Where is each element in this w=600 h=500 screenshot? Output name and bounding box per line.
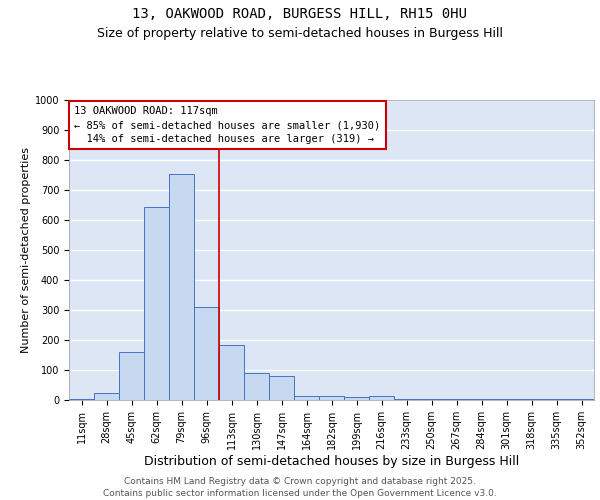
Bar: [194, 307, 219, 400]
Bar: [144, 206, 169, 400]
X-axis label: Distribution of semi-detached houses by size in Burgess Hill: Distribution of semi-detached houses by …: [144, 454, 519, 468]
Text: Contains HM Land Registry data © Crown copyright and database right 2025.
Contai: Contains HM Land Registry data © Crown c…: [103, 476, 497, 498]
Text: Size of property relative to semi-detached houses in Burgess Hill: Size of property relative to semi-detach…: [97, 28, 503, 40]
Bar: [394, 398, 419, 400]
Y-axis label: Number of semi-detached properties: Number of semi-detached properties: [20, 147, 31, 353]
Bar: [369, 396, 394, 400]
Bar: [69, 398, 94, 400]
Bar: [569, 398, 594, 400]
Bar: [344, 397, 369, 400]
Bar: [119, 352, 144, 400]
Bar: [269, 376, 294, 400]
Bar: [419, 398, 444, 400]
Bar: [294, 396, 319, 400]
Bar: [169, 174, 194, 400]
Bar: [94, 392, 119, 400]
Text: 13, OAKWOOD ROAD, BURGESS HILL, RH15 0HU: 13, OAKWOOD ROAD, BURGESS HILL, RH15 0HU: [133, 8, 467, 22]
Bar: [494, 398, 519, 400]
Text: 13 OAKWOOD ROAD: 117sqm
← 85% of semi-detached houses are smaller (1,930)
  14% : 13 OAKWOOD ROAD: 117sqm ← 85% of semi-de…: [74, 106, 380, 144]
Bar: [219, 344, 244, 400]
Bar: [244, 373, 269, 400]
Bar: [319, 396, 344, 400]
